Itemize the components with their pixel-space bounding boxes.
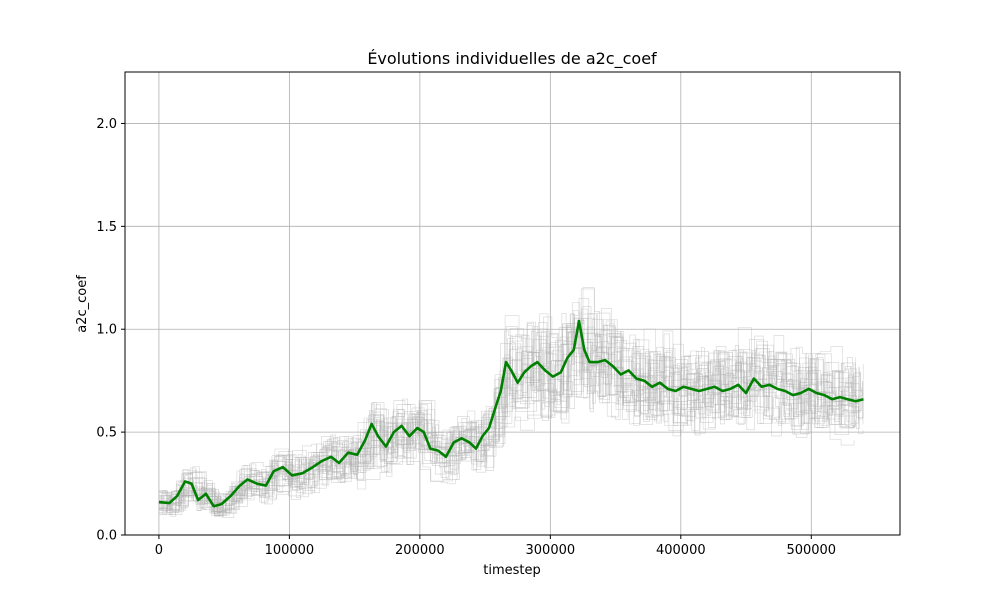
- individual-run-line: [158, 326, 860, 517]
- plot-frame: [124, 71, 901, 536]
- x-axis-ticks: 0 100000 200000 300000 400000 500000: [155, 535, 836, 558]
- x-tick-label: 200000: [395, 543, 445, 558]
- x-axis-label: timestep: [483, 563, 541, 578]
- mean-series-line: [158, 319, 864, 508]
- individual-run-line: [158, 322, 860, 517]
- individual-run-line: [158, 330, 852, 512]
- y-tick-label: 1.5: [96, 220, 117, 235]
- individual-run-line: [158, 317, 859, 512]
- y-axis-ticks: 0.0 0.5 1.0 1.5 2.0: [96, 117, 125, 544]
- y-tick-label: 1.0: [96, 323, 117, 338]
- y-tick-label: 2.0: [96, 117, 117, 132]
- x-tick-label: 300000: [526, 543, 576, 558]
- individual-runs: [158, 287, 864, 519]
- x-tick-label: 0: [155, 543, 163, 558]
- chart-title: Évolutions individuelles de a2c_coef: [367, 49, 657, 69]
- mean-series: [158, 319, 864, 508]
- x-tick-label: 100000: [265, 543, 315, 558]
- x-tick-label: 500000: [786, 543, 836, 558]
- individual-run-line: [158, 336, 864, 515]
- x-tick-label: 400000: [656, 543, 706, 558]
- y-axis-label: a2c_coef: [75, 275, 90, 333]
- individual-run-line: [158, 329, 856, 516]
- grid: [125, 72, 900, 536]
- y-tick-label: 0.5: [96, 426, 117, 441]
- y-tick-label: 0.0: [96, 529, 117, 544]
- individual-run-line: [158, 313, 855, 516]
- individual-run-line: [158, 326, 852, 514]
